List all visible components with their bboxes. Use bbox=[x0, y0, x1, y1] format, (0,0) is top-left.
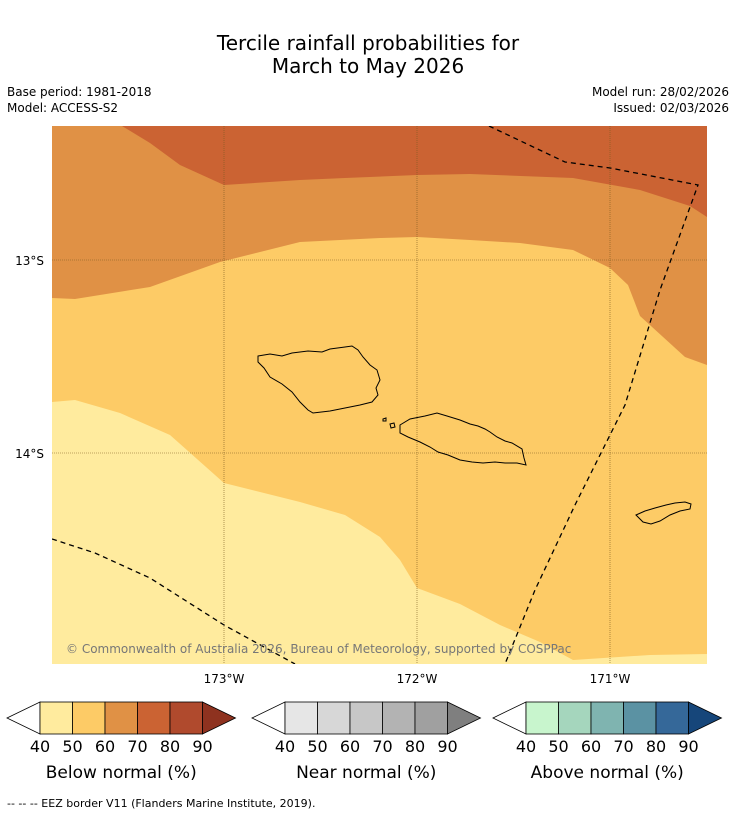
legend-swatch bbox=[137, 701, 171, 735]
metadata-right: Model run: 28/02/2026 Issued: 02/03/2026 bbox=[592, 84, 729, 116]
legend-tick-label: 70 bbox=[127, 737, 147, 756]
legend-swatch bbox=[169, 701, 203, 735]
legend-swatch bbox=[104, 701, 138, 735]
legend-low-extend bbox=[6, 701, 41, 735]
legend-tick-label: 80 bbox=[405, 737, 425, 756]
legend-high-extend bbox=[447, 701, 482, 735]
legend-tick-label: 70 bbox=[372, 737, 392, 756]
legend-0: 40 50 60 70 80 90 Below normal (%) bbox=[6, 701, 237, 783]
metadata-left: Base period: 1981-2018 Model: ACCESS-S2 bbox=[7, 84, 152, 116]
copyright-notice: © Commonwealth of Australia 2026, Bureau… bbox=[66, 642, 571, 656]
upolu-island bbox=[399, 412, 527, 466]
legend-tick-label: 90 bbox=[678, 737, 698, 756]
islet-icon bbox=[389, 422, 396, 429]
legend-tick-label: 50 bbox=[307, 737, 327, 756]
model-run-date: Model run: 28/02/2026 bbox=[591, 85, 729, 99]
legend-tick-label: 60 bbox=[95, 737, 115, 756]
legend-high-extend bbox=[202, 701, 237, 735]
legend-low-extend bbox=[492, 701, 527, 735]
issued-date: Issued: 02/03/2026 bbox=[613, 101, 729, 115]
legend-tick-label: 80 bbox=[160, 737, 180, 756]
eez-footnote: -- -- -- EEZ border V11 (Flanders Marine… bbox=[7, 797, 315, 810]
legend-swatch bbox=[655, 701, 689, 735]
model-name: Model: ACCESS-S2 bbox=[7, 101, 119, 115]
graticule bbox=[52, 126, 707, 664]
savaii-island bbox=[257, 345, 381, 414]
eez-border bbox=[52, 126, 699, 664]
probability-field bbox=[52, 126, 707, 664]
map-title-line2: March to May 2026 bbox=[271, 54, 465, 78]
legend-tick-label: 40 bbox=[516, 737, 536, 756]
map-title-line1: Tercile rainfall probabilities for bbox=[216, 31, 520, 55]
legend-swatch bbox=[525, 701, 559, 735]
legend-tick-label: 90 bbox=[192, 737, 212, 756]
legend-swatch bbox=[382, 701, 416, 735]
legend-high-extend bbox=[688, 701, 723, 735]
contour-70-80 bbox=[122, 126, 707, 217]
legend-title: Above normal (%) bbox=[531, 763, 684, 783]
legend-swatch bbox=[414, 701, 448, 735]
legend-tick-label: 50 bbox=[62, 737, 82, 756]
lon-label-172w: 172°W bbox=[397, 672, 438, 686]
legend-swatch bbox=[349, 701, 383, 735]
base-period: Base period: 1981-2018 bbox=[7, 85, 152, 99]
legend-tick-label: 80 bbox=[646, 737, 666, 756]
legend-tick-label: 50 bbox=[548, 737, 568, 756]
legend-swatch bbox=[558, 701, 592, 735]
islet-icon bbox=[382, 417, 387, 422]
legend-tick-label: 60 bbox=[581, 737, 601, 756]
legend-swatch bbox=[39, 701, 73, 735]
legend-swatch bbox=[317, 701, 351, 735]
lat-label-14s: 14°S bbox=[15, 447, 44, 461]
legend-title: Near normal (%) bbox=[296, 763, 436, 783]
tutuila-island bbox=[635, 501, 692, 525]
legend-swatch bbox=[623, 701, 657, 735]
legend-swatch bbox=[72, 701, 106, 735]
legend-swatch bbox=[590, 701, 624, 735]
legend-tick-label: 60 bbox=[340, 737, 360, 756]
contour-60-70 bbox=[52, 126, 707, 365]
lon-label-173w: 173°W bbox=[204, 672, 245, 686]
legend-tick-label: 70 bbox=[613, 737, 633, 756]
legend-tick-label: 40 bbox=[275, 737, 295, 756]
lon-label-171w: 171°W bbox=[590, 672, 631, 686]
legends: 40 50 60 70 80 90 Below normal (%) 40 50 60 70 80 90… bbox=[6, 701, 723, 783]
legend-tick-label: 90 bbox=[437, 737, 457, 756]
legend-2: 40 50 60 70 80 90 Above normal (%) bbox=[492, 701, 723, 783]
legend-low-extend bbox=[251, 701, 286, 735]
contour-40-50 bbox=[52, 400, 707, 664]
legend-swatch bbox=[284, 701, 318, 735]
lat-label-13s: 13°S bbox=[15, 254, 44, 268]
legend-title: Below normal (%) bbox=[46, 763, 197, 783]
legend-tick-label: 40 bbox=[30, 737, 50, 756]
